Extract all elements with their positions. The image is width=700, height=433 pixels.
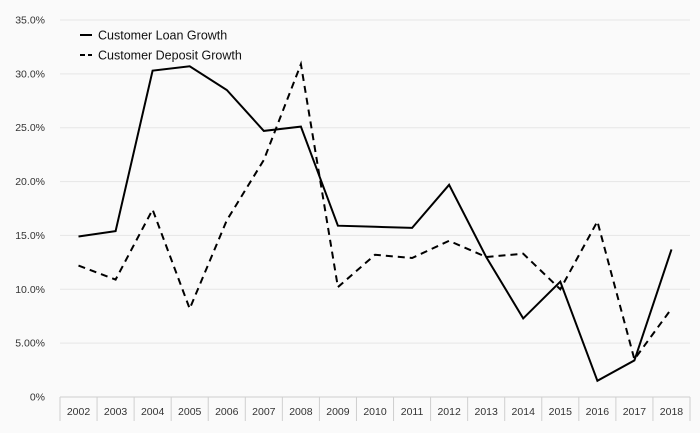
x-tick-label: 2010 [363,406,387,418]
legend-item-loan: Customer Loan Growth [80,29,227,43]
x-tick-label: 2007 [252,406,276,418]
y-tick-label: 35.0% [15,15,45,27]
y-tick-label: 20.0% [15,176,45,188]
series-lines [78,60,673,383]
series-line-loan-growth [78,65,673,383]
y-tick-label: 0% [30,392,45,404]
legend-item-deposit: Customer Deposit Growth [80,49,242,63]
x-tick-label: 2008 [289,406,313,418]
gridlines [60,19,690,398]
x-tick-label: 2014 [512,406,536,418]
x-tick-label: 2003 [104,406,128,418]
y-tick-label: 15.0% [15,230,45,242]
x-tick-label: 2015 [549,406,573,418]
x-tick-label: 2018 [660,406,684,418]
legend-label-deposit: Customer Deposit Growth [98,49,242,63]
y-axis: 0% 5.00% 10.0% 15.0% 20.0% 25.0% 30.0% 35.0% [15,15,45,404]
y-tick-label: 25.0% [15,122,45,134]
x-tick-label: 2011 [401,406,424,418]
x-tick-label: 2006 [215,406,239,418]
x-tick-label: 2002 [67,406,91,418]
y-tick-label: 5.00% [15,338,45,350]
x-tick-label: 2005 [178,406,202,418]
x-tick-label: 2004 [141,406,165,418]
y-tick-label: 30.0% [15,68,45,80]
x-tick-label: 2009 [326,406,350,418]
x-tick-label: 2013 [474,406,498,418]
y-tick-label: 10.0% [15,284,45,296]
legend-label-loan: Customer Loan Growth [98,29,227,43]
x-tick-label: 2012 [437,406,461,418]
x-tick-label: 2016 [586,406,610,418]
series-line-deposit-growth [78,60,673,362]
x-axis: 2002 2003 2004 2005 2006 2007 2008 2009 2010 2011… [59,397,691,421]
legend: Customer Loan Growth Customer Deposit Gr… [80,29,242,63]
x-tick-label: 2017 [623,406,647,418]
